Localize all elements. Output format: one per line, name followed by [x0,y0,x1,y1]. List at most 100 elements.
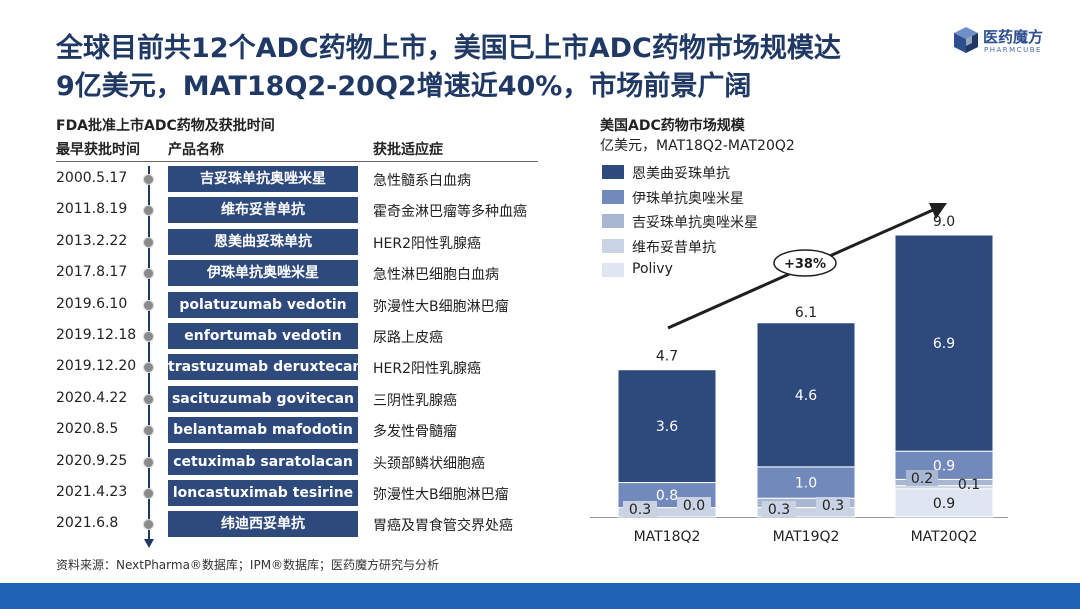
approval-date: 2020.9.25 [56,452,128,469]
header-divider [56,161,538,162]
logo-name-en: PHARMCUBE [984,46,1042,54]
table-caption: FDA批准上市ADC药物及获批时间 [56,118,275,134]
data-label: 0.3 [629,502,651,518]
page-title-line-1: 全球目前共12个ADC药物上市，美国已上市ADC药物市场规模达 [56,33,841,64]
approval-date: 2011.8.19 [56,201,128,218]
approval-date: 2013.2.22 [56,232,128,249]
indication: 急性髓系白血病 [373,173,471,189]
legend-label: 吉妥珠单抗奥唑米星 [632,215,758,231]
product-name: 伊珠单抗奥唑米星 [168,260,358,287]
timeline-dot-icon [143,174,154,185]
timeline-dot-icon [143,268,154,280]
approval-date: 2019.6.10 [56,295,128,312]
product-name: 维布妥昔单抗 [168,197,358,224]
chart-subtitle: 亿美元，MAT18Q2-MAT20Q2 [600,138,795,154]
indication: 急性淋巴细胞白血病 [373,267,499,284]
legend-swatch [602,214,624,228]
data-label: 0.2 [911,471,933,487]
logo-name-cn: 医药魔方 [983,28,1044,46]
timeline-dot-icon [143,362,154,374]
indication: HER2阳性乳腺癌 [373,235,482,252]
total-label: 4.7 [656,349,678,365]
approval-date: 2000.5.17 [56,170,128,186]
legend-label: 恩美曲妥珠单抗 [632,166,730,182]
approval-date: 2020.4.22 [56,389,128,406]
total-label: 9.0 [933,214,955,230]
indication: 弥漫性大B细胞淋巴瘤 [373,487,509,503]
growth-arrow-icon [929,203,947,219]
product-name: 恩美曲妥珠单抗 [168,228,358,255]
total-label: 6.1 [795,305,817,321]
timeline-dot-icon [143,456,154,468]
timeline-arrow-icon [144,539,154,548]
legend-swatch [602,263,624,277]
footer-bar [0,583,1080,609]
data-label: 3.6 [656,419,678,435]
legend-swatch [602,238,624,253]
product-name: 纬迪西妥单抗 [168,511,358,538]
timeline-line [148,166,150,541]
category-label: MAT20Q2 [911,529,978,545]
approval-date: 2017.8.17 [56,264,128,281]
product-name: trastuzumab deruxtecan [168,354,358,381]
approval-date: 2019.12.18 [56,327,137,343]
indication: 头颈部鳞状细胞癌 [373,455,485,472]
product-name: polatuzumab vedotin [168,291,358,318]
legend-label: 伊珠单抗奥唑米星 [632,190,744,207]
data-label-bg [677,497,711,513]
timeline-dot-icon [143,205,154,217]
column-header-product: 产品名称 [168,142,224,158]
data-label: 1.0 [795,476,817,492]
timeline-dot-icon [143,331,154,342]
bar-segment [617,369,717,484]
approval-date: 2021.4.23 [56,484,128,500]
legend-label: 维布妥昔单抗 [632,239,716,256]
column-header-indication: 获批适应症 [373,142,443,158]
page-title-line-2: 9亿美元，MAT18Q2-20Q2增速近40%，市场前景广阔 [56,71,752,102]
data-label-bg [623,501,657,517]
indication: 胃癌及胃食管交界处癌 [373,518,513,535]
product-name: belantamab mafodotin [168,417,358,444]
product-name: loncastuximab tesirine [168,480,358,506]
bar-segment [894,234,994,452]
data-label: 0.1 [958,477,980,493]
data-label: 0.8 [656,488,678,504]
data-label: 0.9 [933,458,955,474]
indication: 尿路上皮癌 [373,330,443,346]
product-name: cetuximab saratolacan [168,448,358,475]
approval-date: 2020.8.5 [56,421,119,438]
indication: 弥漫性大B细胞淋巴瘤 [373,298,509,315]
indication: 霍奇金淋巴瘤等多种血癌 [373,204,527,221]
bar-segment [756,322,856,468]
data-label: 0.3 [822,498,844,514]
data-label: 6.9 [933,336,955,352]
data-label-bg [906,470,938,486]
product-name: sacituzumab govitecan [168,385,358,412]
chart-title: 美国ADC药物市场规模 [600,118,745,134]
product-name: enfortumab vedotin [168,323,358,349]
legend-swatch [602,165,624,179]
product-name: 吉妥珠单抗奥唑米星 [168,166,358,192]
legend-label: Polivy [632,261,673,277]
data-label: 0.0 [683,498,705,514]
data-label: 0.9 [933,496,955,512]
timeline-dot-icon [143,488,154,499]
source-note: 资料来源：NextPharma®数据库；IPM®数据库；医药魔方研究与分析 [56,558,440,572]
indication: 多发性骨髓瘤 [373,424,457,441]
data-label-bg [762,501,796,517]
indication: 三阴性乳腺癌 [373,392,457,409]
timeline-dot-icon [143,393,154,405]
bar-segment [756,466,856,499]
category-label: MAT19Q2 [773,529,840,545]
growth-label: +38% [784,257,826,272]
growth-badge [773,249,837,277]
indication: HER2阳性乳腺癌 [373,361,482,378]
data-label-bg [816,497,850,513]
cube-logo-icon [954,27,978,53]
pharmcube-logo: 医药魔方 PHARMCUBE [953,22,1063,60]
timeline-dot-icon [143,519,154,531]
approval-date: 2021.6.8 [56,515,119,532]
timeline-dot-icon [143,236,154,248]
data-label: 4.6 [795,388,817,404]
